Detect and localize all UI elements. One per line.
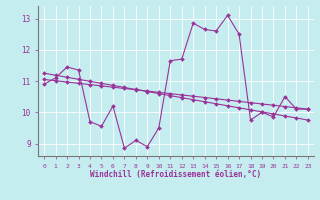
X-axis label: Windchill (Refroidissement éolien,°C): Windchill (Refroidissement éolien,°C): [91, 170, 261, 179]
